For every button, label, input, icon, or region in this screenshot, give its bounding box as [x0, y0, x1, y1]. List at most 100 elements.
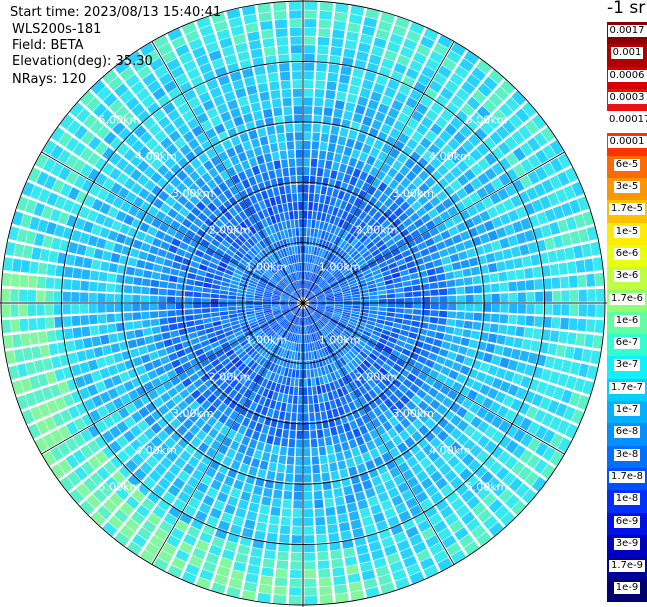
range-gate [313, 286, 320, 294]
range-gate [355, 256, 364, 264]
range-gate [132, 312, 142, 320]
range-gate [525, 471, 539, 487]
range-gate [432, 215, 443, 226]
range-gate [160, 203, 171, 214]
range-gate [296, 263, 300, 272]
range-gate [319, 376, 325, 385]
range-gate [419, 137, 432, 149]
range-gate [569, 230, 581, 245]
range-gate [285, 473, 294, 483]
range-gate [358, 385, 368, 395]
range-gate [404, 158, 416, 170]
range-gate [402, 469, 415, 481]
range-gate [209, 459, 221, 471]
range-gate [315, 256, 321, 265]
range-gate [3, 335, 14, 349]
range-gate [192, 547, 207, 560]
range-gate [413, 218, 424, 229]
range-gate [344, 342, 353, 350]
range-gate [304, 552, 316, 561]
range-gate [491, 430, 504, 444]
range-gate [403, 38, 418, 51]
range-gate [309, 301, 318, 303]
range-gate [262, 325, 270, 332]
range-gate [386, 41, 401, 54]
range-gate [187, 117, 199, 130]
range-gate [51, 127, 65, 143]
range-gate [299, 271, 302, 280]
range-gate [95, 173, 108, 186]
range-gate [486, 115, 501, 130]
range-gate [278, 542, 290, 552]
range-gate [565, 216, 577, 231]
range-gate [157, 498, 171, 512]
range-gate [342, 290, 351, 295]
range-gate [323, 312, 332, 318]
range-gate [324, 498, 335, 508]
range-gate [89, 270, 100, 281]
range-gate [148, 469, 162, 483]
range-gate [116, 158, 129, 171]
range-gate [333, 270, 341, 278]
range-gate [155, 385, 167, 396]
range-gate [233, 272, 242, 279]
range-gate [247, 264, 256, 271]
range-gate [203, 435, 214, 446]
range-gate [238, 315, 247, 320]
range-gate [262, 558, 275, 568]
range-gate [404, 206, 415, 217]
range-gate [297, 352, 301, 361]
range-gate [319, 141, 328, 151]
range-gate [258, 396, 267, 406]
range-gate [337, 368, 345, 378]
range-gate [293, 292, 300, 299]
range-gate [204, 277, 213, 284]
range-gate [94, 435, 108, 449]
range-gate [253, 449, 263, 460]
range-gate [213, 387, 223, 398]
range-gate [30, 185, 43, 200]
range-gate [313, 341, 318, 351]
range-gate [163, 362, 174, 372]
range-gate [216, 265, 226, 273]
range-gate [314, 312, 321, 319]
range-gate [300, 280, 303, 289]
range-gate [520, 158, 534, 173]
range-gate [246, 313, 256, 318]
range-gate [248, 157, 258, 168]
range-gate [354, 140, 364, 151]
range-gate [71, 364, 82, 377]
range-gate [398, 132, 410, 145]
range-gate [336, 338, 344, 346]
range-gate [277, 283, 285, 290]
range-gate [369, 299, 378, 303]
range-gate [235, 553, 248, 564]
range-gate [319, 586, 333, 596]
range-gate [80, 147, 94, 162]
range-gate [300, 254, 303, 263]
colorbar-level: 3e-5 [607, 178, 647, 201]
range-gate [152, 449, 165, 462]
range-gate [110, 252, 121, 263]
range-gate [270, 244, 277, 253]
range-gate [250, 48, 263, 59]
range-gate [73, 417, 87, 431]
range-gate [461, 489, 475, 503]
range-gate [533, 409, 546, 423]
range-gate [549, 221, 561, 235]
range-gate [239, 406, 249, 417]
range-gate [303, 387, 308, 396]
range-gate [294, 291, 300, 299]
range-gate [348, 337, 357, 345]
range-gate [341, 441, 350, 451]
range-gate [102, 162, 115, 176]
range-gate [442, 198, 454, 209]
range-gate [261, 100, 272, 110]
range-gate [190, 158, 202, 170]
range-gate [264, 247, 271, 256]
range-gate [292, 395, 298, 404]
range-ring-label: 5.00km [99, 481, 141, 494]
range-gate [241, 231, 250, 240]
range-gate [250, 362, 259, 371]
range-gate [488, 521, 504, 537]
